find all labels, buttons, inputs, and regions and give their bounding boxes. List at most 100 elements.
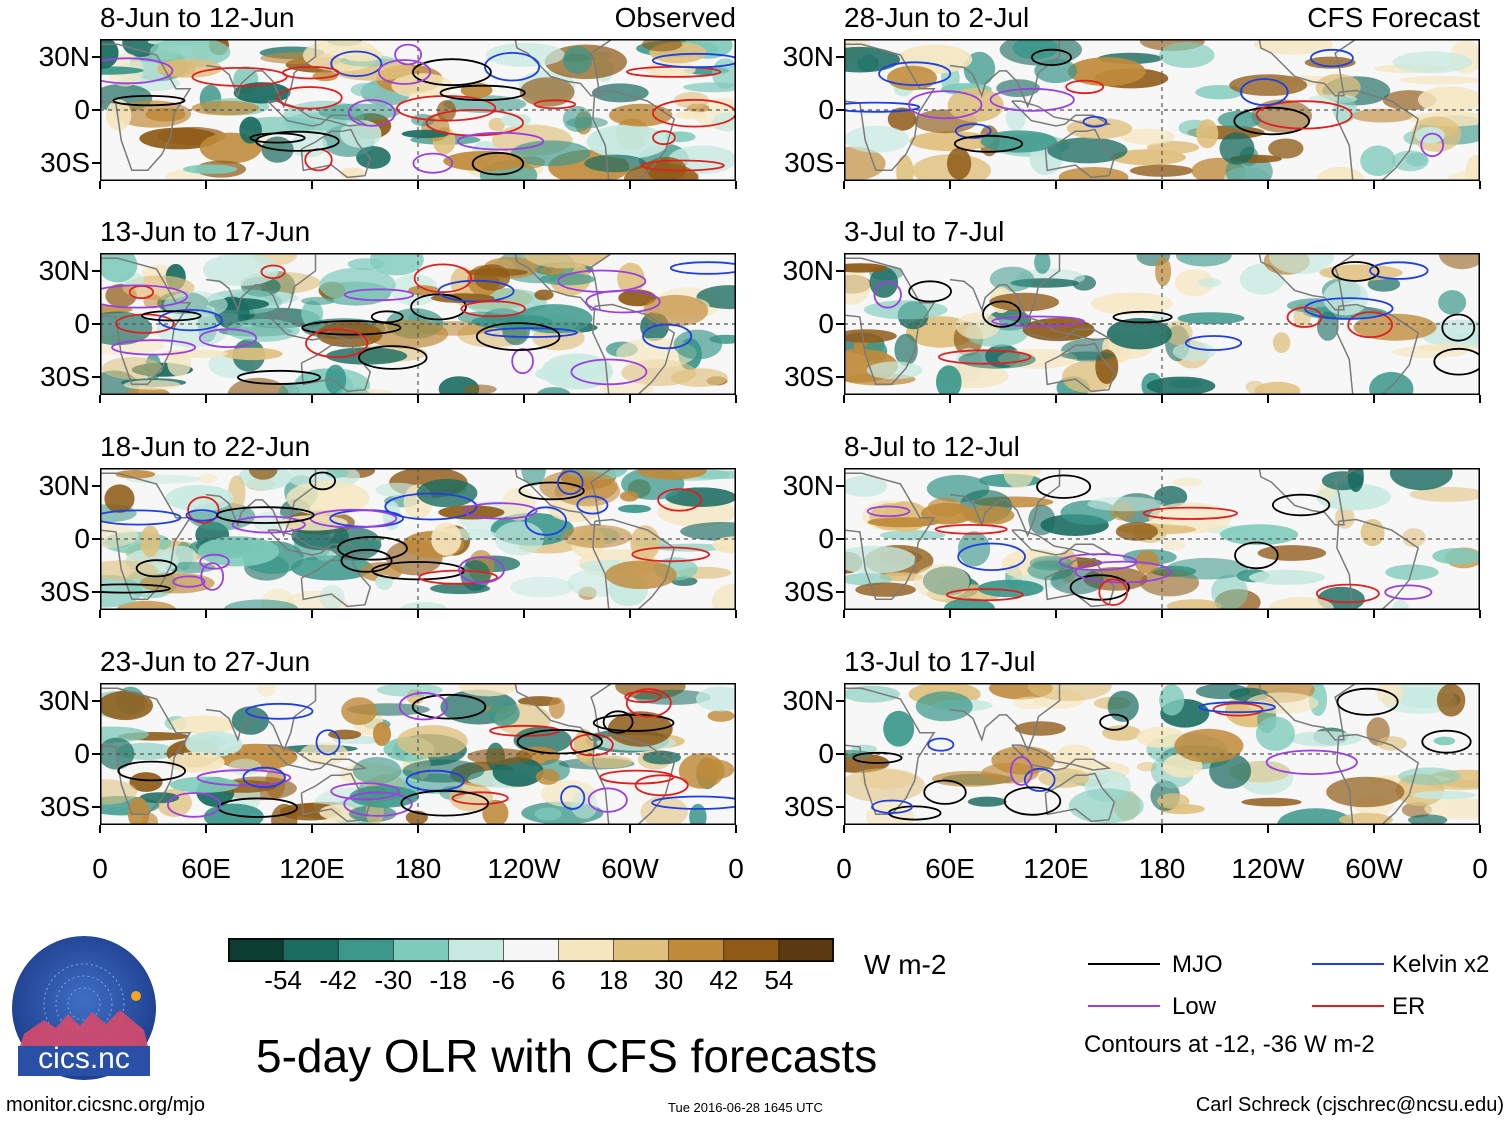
x-tick-label: 0 [728,853,744,884]
olr-anomaly-blob [1398,767,1461,786]
coastline [1044,342,1116,393]
y-tick-label: 0 [818,523,834,554]
y-tick-mark [836,376,844,379]
wave-contour [394,43,423,66]
x-tick-mark [417,395,419,403]
olr-anomaly-blob [473,264,511,291]
wave-contour [1082,116,1108,128]
wave-contours [100,261,736,386]
x-tick-mark [629,825,631,833]
colorbar-tick-label: 18 [599,965,629,995]
olr-anomaly-blob [1175,269,1214,297]
olr-anomaly-blob [106,99,132,131]
olr-anomaly-blob [102,357,163,380]
wave-contour [982,300,1022,328]
olr-anomaly-blob [1268,253,1334,275]
wave-contour [1069,574,1130,601]
forecast-panel-3 [844,468,1480,610]
olr-anomaly-blob [1254,39,1333,55]
olr-anomaly-blob [350,82,380,97]
panel-title: 8-Jul to 12-Jul [844,431,1020,462]
wave-contour [347,99,396,127]
wave-contour [1009,756,1033,786]
x-tick-mark [1267,825,1269,833]
legend-line-low [1088,1005,1160,1007]
x-tick-mark [99,610,101,618]
colorbar-swatch [503,938,560,962]
olr-anomaly-blob [537,387,571,395]
y-tick-mark [836,806,844,809]
olr-anomaly-blob [989,292,1059,312]
olr-anomaly-blob [1415,126,1445,144]
wave-contour [602,710,634,734]
wave-contour [398,692,449,721]
olr-anomaly-blob [1438,290,1467,315]
wave-contour [276,86,343,110]
wave-contour [411,58,492,87]
wave-contours [100,470,710,594]
wave-contour [437,279,515,303]
observed-panel-1 [100,39,736,181]
olr-anomaly-blob [369,253,424,276]
olr-anomaly-blob [844,263,888,273]
wave-contour [1271,493,1331,517]
olr-anomaly-blob [866,361,923,380]
y-tick-label: 30N [782,40,834,72]
wave-contour [1315,583,1380,604]
x-tick-mark [1479,825,1481,833]
wave-contour [625,688,672,718]
coastline [514,468,613,526]
olr-anomaly-blob [844,685,900,703]
olr-anomaly-field [100,468,736,610]
wave-contour [340,548,393,573]
wave-contour [196,769,292,787]
olr-anomaly-blob [562,106,592,132]
olr-anomaly-blob [341,697,377,725]
olr-anomaly-blob [1392,51,1472,74]
coastlines [100,683,676,825]
olr-anomaly-blob [1277,808,1354,825]
y-tick-mark [836,269,844,272]
footer-url[interactable]: monitor.cicsnc.org/mjo [6,1094,205,1116]
x-tick-mark [1373,610,1375,618]
wave-contour [237,369,322,385]
olr-anomaly-blob [880,530,946,541]
olr-anomaly-blob [1136,726,1185,748]
legend-line-mjo [1088,963,1160,965]
olr-anomaly-blob [318,103,401,121]
colorbar-swatch [668,938,725,962]
wave-contour [1058,553,1138,571]
olr-anomaly-blob [996,79,1040,97]
olr-anomaly-blob [1174,728,1244,763]
coastline [300,772,372,823]
wave-contour [337,536,408,561]
wave-contour [1347,311,1393,339]
wave-contour [135,559,178,578]
footer-timestamp: Tue 2016-06-28 1645 UTC [668,1100,823,1115]
olr-anomaly-blob [161,349,228,358]
olr-anomaly-blob [1146,376,1216,395]
x-tick-mark [99,395,101,403]
olr-anomaly-blob [855,582,916,597]
x-tick-mark [205,395,207,403]
forecast-header: CFS Forecast [1307,2,1480,33]
legend-line-er [1312,1005,1384,1007]
olr-anomaly-blob [605,560,677,590]
wave-contour [937,349,1032,365]
wave-contour [1265,749,1358,776]
olr-anomaly-blob [1257,545,1327,561]
x-tick-mark [949,181,951,189]
olr-anomaly-blob [630,525,661,561]
olr-anomaly-blob [909,131,993,152]
olr-anomaly-blob [535,769,560,785]
x-tick-mark [523,825,525,833]
main-title: 5-day OLR with CFS forecasts [256,1030,878,1082]
wave-contour [511,348,534,375]
coastline [1258,468,1357,526]
panel-frame [844,683,1480,825]
olr-anomaly-blob [323,814,359,825]
olr-anomaly-blob [582,755,633,769]
wave-contour [1234,541,1279,570]
olr-anomaly-blob [319,267,396,303]
coastline [1258,253,1357,311]
